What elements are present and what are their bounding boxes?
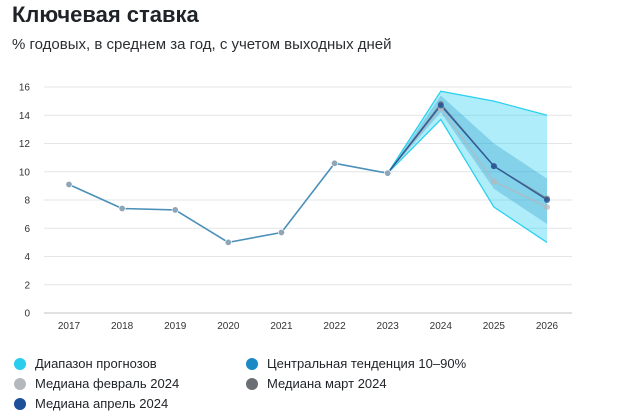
legend-item-median-feb[interactable]: Медиана февраль 2024 xyxy=(14,376,179,391)
legend-label: Медиана февраль 2024 xyxy=(35,376,180,391)
median-apr-2024-point xyxy=(437,102,444,109)
history-point xyxy=(384,169,392,177)
legend-item-median-apr[interactable]: Медиана апрель 2024 xyxy=(14,396,168,411)
page-subtitle: % годовых, в среднем за год, с учетом вы… xyxy=(12,36,392,53)
x-tick-label: 2018 xyxy=(111,321,134,332)
x-tick-label: 2025 xyxy=(483,321,506,332)
forecast-bands xyxy=(387,90,548,243)
x-tick-label: 2019 xyxy=(164,321,187,332)
y-tick-label: 4 xyxy=(24,252,30,263)
history-point xyxy=(171,206,179,214)
central-tendency-band xyxy=(387,95,547,224)
y-tick-label: 0 xyxy=(24,309,30,320)
x-tick-label: 2026 xyxy=(536,321,559,332)
history-point xyxy=(224,238,232,246)
y-tick-label: 14 xyxy=(19,111,31,122)
legend-marker xyxy=(14,357,26,370)
forecast-range-lower-edge xyxy=(387,118,548,243)
y-tick-label: 12 xyxy=(19,139,31,150)
median-feb-2024-line xyxy=(387,107,548,208)
legend-label: Центральная тенденция 10–90% xyxy=(267,356,467,371)
legend-label: Медиана апрель 2024 xyxy=(35,396,169,411)
page-title: Ключевая ставка xyxy=(12,2,199,27)
x-tick-label: 2017 xyxy=(58,321,81,332)
grid-lines xyxy=(44,86,572,314)
history-point xyxy=(331,159,339,167)
y-tick-label: 8 xyxy=(24,196,30,207)
median-apr-2024-point xyxy=(490,163,497,170)
history-point xyxy=(118,204,126,212)
y-tick-label: 2 xyxy=(24,280,30,291)
x-tick-label: 2024 xyxy=(430,321,453,332)
x-axis: 2017 2018 2019 2020 2021 2022 2023 2024 2025 2026 xyxy=(58,321,559,332)
history-point xyxy=(277,228,285,236)
y-tick-label: 10 xyxy=(19,167,31,178)
x-tick-label: 2023 xyxy=(377,321,400,332)
x-tick-label: 2022 xyxy=(323,321,346,332)
x-tick-label: 2021 xyxy=(270,321,293,332)
legend-marker xyxy=(14,397,26,410)
legend-item-forecast-range[interactable]: Диапазон прогнозов xyxy=(14,356,157,371)
series-points xyxy=(65,100,550,246)
x-tick-label: 2020 xyxy=(217,321,240,332)
forecast-range-band xyxy=(387,91,547,243)
legend-item-median-mar[interactable]: Медиана март 2024 xyxy=(246,376,387,391)
median-feb-2024-point xyxy=(544,204,550,211)
history-point xyxy=(65,180,73,188)
y-axis: 0 2 4 6 8 10 12 14 16 xyxy=(19,83,31,320)
legend-label: Медиана март 2024 xyxy=(267,376,387,391)
legend-item-central-tendency[interactable]: Центральная тенденция 10–90% xyxy=(246,356,466,371)
legend-marker xyxy=(246,377,258,390)
median-apr-2024-line xyxy=(387,104,548,201)
legend-marker xyxy=(246,357,258,370)
legend-marker xyxy=(14,377,26,390)
y-tick-label: 6 xyxy=(24,224,30,235)
median-feb-2024-point xyxy=(490,178,497,185)
forecast-range-upper-edge xyxy=(387,90,548,174)
history-line xyxy=(68,162,388,244)
legend-label: Диапазон прогнозов xyxy=(35,356,157,371)
median-apr-2024-point xyxy=(544,197,550,203)
y-tick-label: 16 xyxy=(19,83,31,94)
